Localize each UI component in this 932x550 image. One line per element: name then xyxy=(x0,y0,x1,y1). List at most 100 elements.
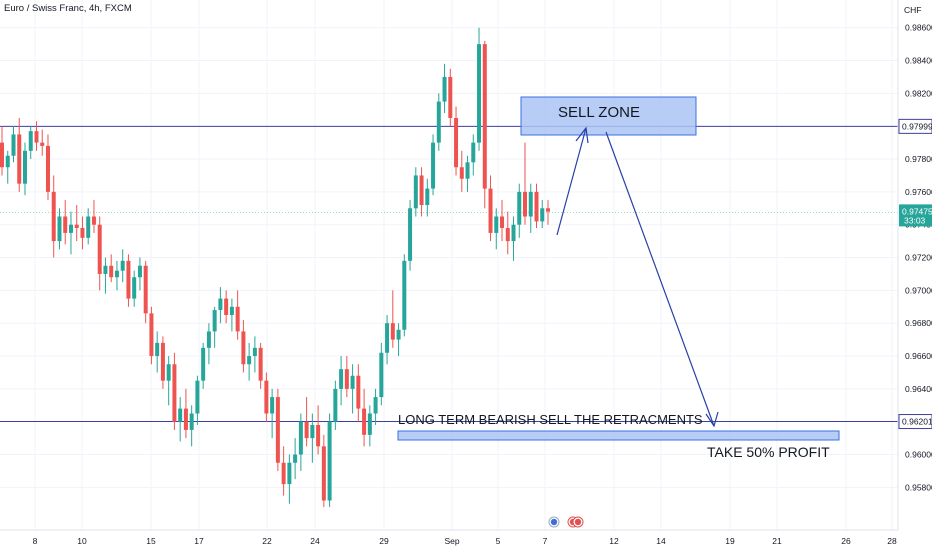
sell-zone-box[interactable] xyxy=(520,96,697,136)
candle-up[interactable] xyxy=(339,369,344,389)
candle-up[interactable] xyxy=(471,142,476,163)
candle-down[interactable] xyxy=(459,167,464,179)
candle-up[interactable] xyxy=(28,131,33,151)
candle-up[interactable] xyxy=(298,421,303,455)
candle-down[interactable] xyxy=(304,421,309,439)
candle-down[interactable] xyxy=(109,265,114,278)
candle-down[interactable] xyxy=(91,216,96,225)
candle-down[interactable] xyxy=(126,260,131,299)
time-axis[interactable]: 8 10 15 17 22 24 29 Sep 5 7 12 14 19 21 26 28 xyxy=(33,536,897,546)
candle-up[interactable] xyxy=(247,356,252,365)
candle-down[interactable] xyxy=(63,216,68,233)
candle-down[interactable] xyxy=(454,117,459,168)
candle-up[interactable] xyxy=(413,175,418,209)
candle-down[interactable] xyxy=(80,227,85,238)
candle-up[interactable] xyxy=(195,380,200,414)
candle-up[interactable] xyxy=(431,142,436,189)
candle-up[interactable] xyxy=(367,413,372,435)
candle-up[interactable] xyxy=(528,191,533,217)
candle-up[interactable] xyxy=(396,329,401,340)
candle-up[interactable] xyxy=(206,331,211,348)
candle-up[interactable] xyxy=(385,323,390,353)
candle-up[interactable] xyxy=(252,347,257,357)
candle-down[interactable] xyxy=(40,142,45,146)
candle-up[interactable] xyxy=(22,150,27,184)
candle-down[interactable] xyxy=(258,347,263,381)
candle-down[interactable] xyxy=(149,313,154,357)
candle-up[interactable] xyxy=(293,454,298,463)
candle-up[interactable] xyxy=(166,364,171,381)
candle-up[interactable] xyxy=(68,224,73,233)
candle-up[interactable] xyxy=(270,397,275,414)
candle-up[interactable] xyxy=(86,216,91,238)
candle-down[interactable] xyxy=(183,408,188,430)
candle-up[interactable] xyxy=(155,342,160,357)
candle-down[interactable] xyxy=(321,446,326,501)
candle-up[interactable] xyxy=(132,277,137,299)
candle-up[interactable] xyxy=(5,155,10,168)
candle-up[interactable] xyxy=(103,265,108,274)
candle-down[interactable] xyxy=(546,208,550,212)
candle-down[interactable] xyxy=(316,424,321,447)
candle-down[interactable] xyxy=(275,397,280,463)
candle-up[interactable] xyxy=(189,413,194,430)
candle-down[interactable] xyxy=(34,131,39,143)
candle-down[interactable] xyxy=(235,306,240,332)
candle-up[interactable] xyxy=(517,191,522,225)
candle-up[interactable] xyxy=(379,352,384,398)
candle-up[interactable] xyxy=(11,134,16,156)
candle-up[interactable] xyxy=(540,208,545,222)
candle-up[interactable] xyxy=(120,260,125,271)
candle-down[interactable] xyxy=(505,227,510,242)
candle-up[interactable] xyxy=(212,310,217,332)
candle-down[interactable] xyxy=(419,175,424,206)
candle-up[interactable] xyxy=(425,188,430,206)
candle-up[interactable] xyxy=(114,270,119,278)
candle-up[interactable] xyxy=(327,421,332,501)
candle-down[interactable] xyxy=(482,44,487,189)
candle-up[interactable] xyxy=(373,397,378,414)
candle-down[interactable] xyxy=(362,408,367,435)
candle-down[interactable] xyxy=(51,191,56,242)
candle-down[interactable] xyxy=(172,364,177,422)
candle-down[interactable] xyxy=(160,342,165,381)
candle-down[interactable] xyxy=(448,76,453,118)
candle-up[interactable] xyxy=(402,260,407,330)
candles[interactable] xyxy=(0,27,550,508)
candle-down[interactable] xyxy=(488,188,493,233)
candle-down[interactable] xyxy=(390,323,395,340)
candle-down[interactable] xyxy=(143,265,148,314)
candle-up[interactable] xyxy=(350,375,355,389)
candle-down[interactable] xyxy=(17,134,22,184)
candle-down[interactable] xyxy=(0,142,4,168)
event-icons[interactable] xyxy=(548,516,584,528)
candle-down[interactable] xyxy=(281,462,286,485)
candle-up[interactable] xyxy=(201,347,206,381)
candle-up[interactable] xyxy=(57,216,62,242)
candle-up[interactable] xyxy=(442,76,447,102)
candle-up[interactable] xyxy=(287,462,292,485)
candle-down[interactable] xyxy=(45,145,50,192)
candle-down[interactable] xyxy=(224,298,229,315)
candle-down[interactable] xyxy=(534,191,539,222)
candle-down[interactable] xyxy=(500,216,505,228)
candle-down[interactable] xyxy=(97,224,102,274)
candle-up[interactable] xyxy=(333,388,338,422)
candle-down[interactable] xyxy=(241,331,246,365)
take-profit-box[interactable] xyxy=(397,430,840,441)
candle-up[interactable] xyxy=(137,265,142,278)
candle-down[interactable] xyxy=(264,380,269,414)
candle-down[interactable] xyxy=(356,375,361,409)
candle-up[interactable] xyxy=(310,424,315,439)
candle-up[interactable] xyxy=(494,216,499,233)
candle-up[interactable] xyxy=(436,101,441,143)
candle-down[interactable] xyxy=(344,369,349,389)
candle-up[interactable] xyxy=(408,208,413,261)
projection-arrows[interactable] xyxy=(556,126,719,428)
candle-up[interactable] xyxy=(178,408,183,422)
candle-down[interactable] xyxy=(74,224,79,228)
candle-up[interactable] xyxy=(511,224,516,242)
candle-up[interactable] xyxy=(229,306,234,315)
candle-up[interactable] xyxy=(465,162,470,179)
